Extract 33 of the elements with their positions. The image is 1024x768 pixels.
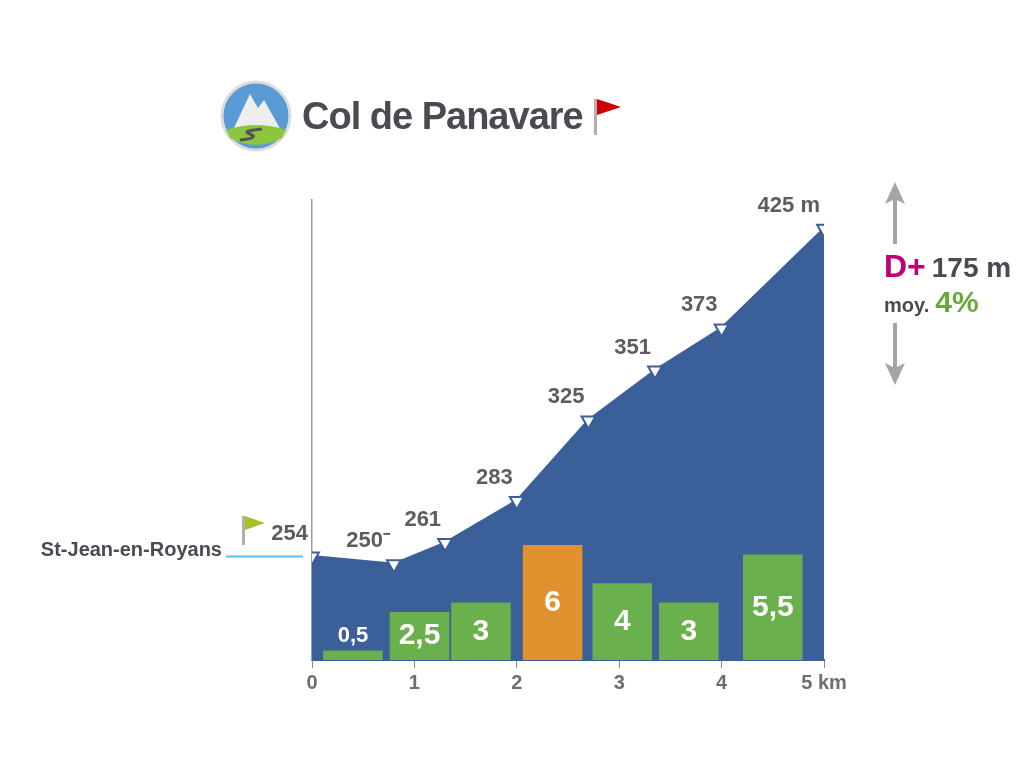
x-tick-label: 0 bbox=[306, 670, 318, 693]
data-label: 3 bbox=[472, 612, 490, 646]
x-tick-label: 5 km bbox=[801, 670, 847, 693]
data-label: 351 bbox=[614, 333, 652, 359]
text: moy. bbox=[884, 293, 930, 317]
data-label: 425 m bbox=[757, 191, 820, 217]
bar bbox=[592, 583, 653, 660]
data-label: 0,5 bbox=[337, 622, 369, 648]
data-label: 4 bbox=[613, 602, 631, 636]
data-label: 261 bbox=[404, 506, 442, 532]
data-label: 250⁻ bbox=[346, 527, 391, 553]
data-label: 6 bbox=[544, 583, 561, 617]
data-label: 283 bbox=[476, 463, 513, 489]
text: 4% bbox=[935, 284, 979, 320]
chart-title: Col de Panavare bbox=[302, 94, 583, 138]
bar bbox=[323, 650, 383, 660]
x-tick-label: 4 bbox=[716, 670, 729, 693]
x-tick-label: 2 bbox=[511, 670, 523, 693]
text: D+ bbox=[884, 248, 926, 285]
x-tick-label: 3 bbox=[613, 670, 625, 693]
data-label: 2,5 bbox=[398, 617, 441, 651]
annotation: St-Jean-en-Royans bbox=[40, 538, 222, 561]
x-tick-label: 1 bbox=[408, 670, 420, 693]
bar bbox=[522, 545, 583, 660]
bar bbox=[659, 602, 719, 660]
data-label: 325 bbox=[547, 383, 585, 409]
data-label: 254 bbox=[271, 519, 309, 545]
bar bbox=[743, 554, 803, 660]
data-label: 373 bbox=[680, 291, 718, 317]
data-label: 3 bbox=[680, 612, 698, 646]
text: 175 m bbox=[931, 252, 1012, 285]
data-label: 5,5 bbox=[751, 588, 794, 622]
bar bbox=[451, 602, 511, 660]
